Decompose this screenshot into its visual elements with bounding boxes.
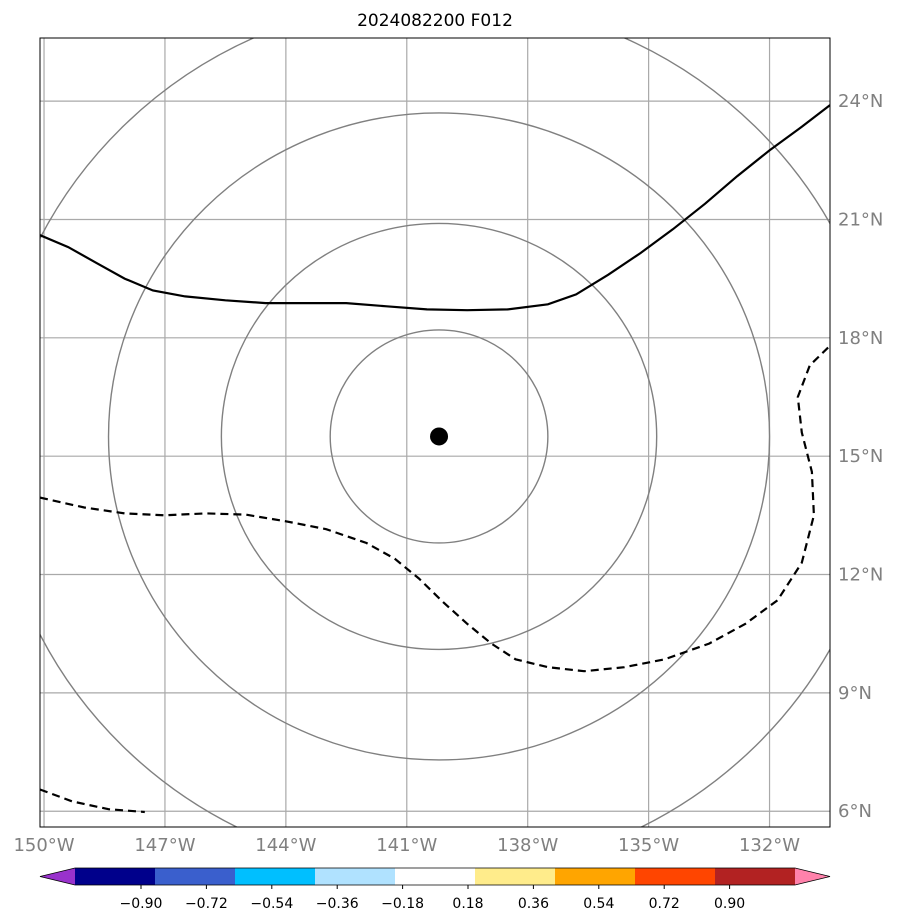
longitude-tick-label: 132°W — [739, 835, 800, 856]
colorbar-outline — [39, 867, 831, 886]
latitude-tick-label: 24°N — [838, 91, 883, 112]
latitude-tick-label: 21°N — [838, 209, 883, 230]
colorbar-swatch — [715, 868, 796, 885]
colorbar-swatch — [555, 868, 636, 885]
colorbar-tick-label: 0.18 — [452, 896, 483, 912]
plot-frame — [39, 37, 831, 828]
range-ring — [329, 329, 549, 544]
graticule — [40, 38, 830, 827]
map-title: 2024082200 F012 — [357, 11, 513, 31]
colorbar-extend-high — [795, 868, 830, 885]
colorbar-swatch — [475, 868, 556, 885]
latitude-labels: 6°N 9°N 12°N 15°N 18°N 21°N 24°N — [838, 91, 883, 822]
latitude-tick-label: 12°N — [838, 565, 883, 586]
colorbar-tick-label: 0.90 — [714, 896, 745, 912]
colorbar-labels: −0.90 −0.72 −0.54 −0.36 −0.18 0.18 0.36 0.54 0.7… — [120, 885, 745, 912]
contour-solid-line — [40, 104, 830, 312]
colorbar-swatch — [155, 868, 236, 885]
colorbar-swatch — [315, 868, 396, 885]
latitude-tick-label: 15°N — [838, 446, 883, 467]
colorbar-swatch — [635, 868, 716, 885]
colorbar-swatch — [395, 868, 476, 885]
longitude-tick-label: 138°W — [497, 835, 558, 856]
colorbar-tick-label: −0.72 — [185, 896, 228, 912]
longitude-tick-label: 150°W — [13, 835, 74, 856]
colorbar-swatch — [75, 868, 156, 885]
range-ring — [107, 112, 771, 761]
colorbar-tick-label: 0.54 — [583, 896, 614, 912]
contour-lines — [40, 104, 830, 814]
latitude-tick-label: 18°N — [838, 328, 883, 349]
storm-center-group — [430, 427, 449, 446]
colorbar-swatch — [235, 868, 316, 885]
colorbar-tick-label: −0.36 — [316, 896, 359, 912]
storm-center-marker — [430, 427, 449, 446]
colorbar-tick-label: 0.36 — [518, 896, 549, 912]
contour-dashed-line — [40, 344, 830, 673]
colorbar-tick-label: −0.54 — [250, 896, 293, 912]
colorbar-extend-low — [40, 868, 75, 885]
range-ring — [220, 222, 658, 651]
colorbar-tick-label: −0.90 — [120, 896, 163, 912]
latitude-tick-label: 9°N — [838, 683, 872, 704]
colorbar — [39, 867, 831, 886]
latitude-tick-label: 6°N — [838, 801, 872, 822]
longitude-tick-label: 144°W — [255, 835, 316, 856]
longitude-tick-label: 141°W — [376, 835, 437, 856]
colorbar-tick-label: 0.72 — [649, 896, 680, 912]
longitude-tick-label: 147°W — [134, 835, 195, 856]
range-rings — [40, 38, 830, 827]
longitude-tick-label: 135°W — [618, 835, 679, 856]
contour-dashed-line — [40, 788, 145, 814]
longitude-labels: 150°W 147°W 144°W 141°W 138°W 135°W 132°W — [13, 835, 800, 856]
colorbar-tick-label: −0.18 — [381, 896, 424, 912]
